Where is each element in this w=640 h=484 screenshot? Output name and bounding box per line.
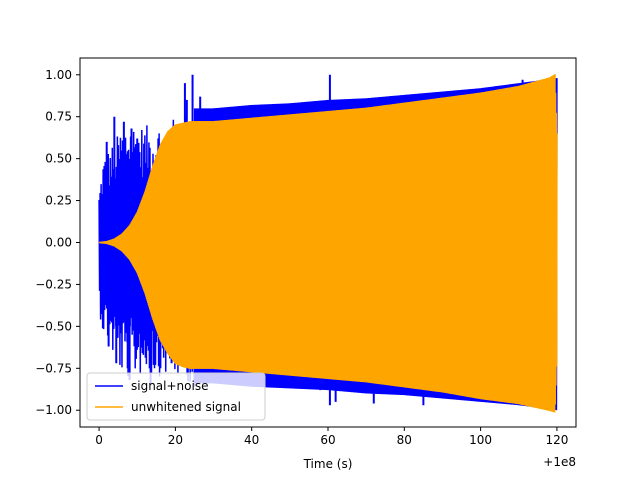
x-tick-label: 0 <box>95 433 103 447</box>
y-tick-label: 0.75 <box>45 110 72 124</box>
y-tick-label: 0.50 <box>45 152 72 166</box>
y-tick-label: 1.00 <box>45 68 72 82</box>
plot-area <box>98 74 558 413</box>
legend-label: unwhitened signal <box>131 400 241 414</box>
y-tick-label: −1.00 <box>35 403 72 417</box>
y-tick-label: −0.25 <box>35 277 72 291</box>
x-axis-offset-label: +1e8 <box>543 455 576 469</box>
x-axis-label: Time (s) <box>303 457 353 471</box>
x-tick-label: 80 <box>397 433 412 447</box>
x-tick-label: 40 <box>244 433 259 447</box>
legend: signal+noise unwhitened signal <box>86 372 266 421</box>
series-unwhitened-signal-line <box>98 74 558 413</box>
axes: 0 20 40 60 80 100 120 1.00 0.75 0.50 0.25 0.00 −0.25… <box>35 57 577 447</box>
x-tick-label: 20 <box>168 433 183 447</box>
y-tick-label: 0.25 <box>45 194 72 208</box>
legend-box <box>86 372 266 421</box>
x-tick-label: 100 <box>469 433 492 447</box>
y-tick-label: −0.50 <box>35 319 72 333</box>
legend-label: signal+noise <box>131 379 208 393</box>
y-tick-label: 0.00 <box>45 236 72 250</box>
x-tick-label: 120 <box>545 433 568 447</box>
y-tick-label: −0.75 <box>35 361 72 375</box>
x-tick-label: 60 <box>320 433 335 447</box>
